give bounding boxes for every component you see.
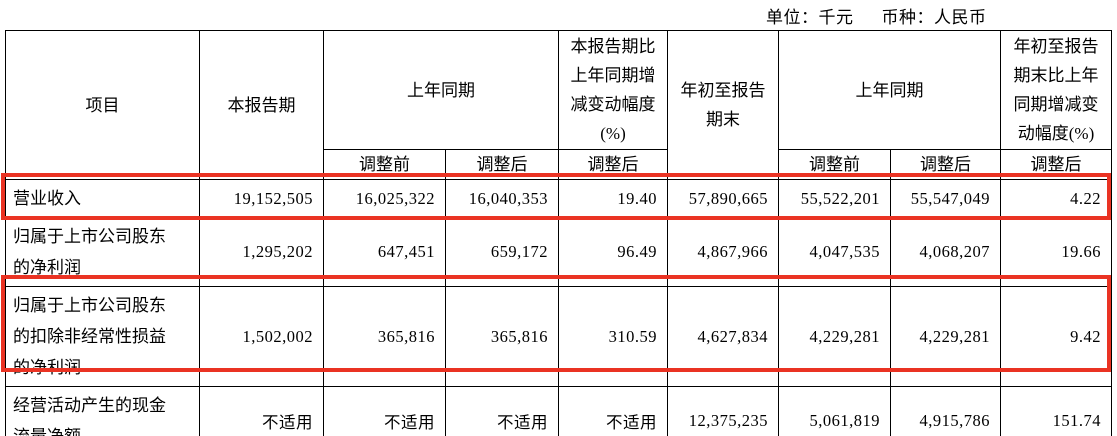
header-ytd: 年初至报告期末 bbox=[667, 30, 779, 180]
cell-ytd: 12,375,235 bbox=[667, 386, 779, 436]
cell-prior-before: 647,451 bbox=[323, 217, 446, 287]
item-label: 营业收入 bbox=[5, 179, 200, 218]
cell-prior-after: 365,816 bbox=[445, 286, 559, 387]
table-row-net-profit-excl-nonrecurring: 归属于上市公司股东的扣除非经常性损益的净利润 1,502,002 365,816… bbox=[5, 286, 1112, 387]
item-label: 经营活动产生的现金流量净额 bbox=[5, 386, 200, 436]
cell-ytd-change: 19.66 bbox=[1000, 217, 1112, 287]
table-row-operating-cash-flow: 经营活动产生的现金流量净额 不适用 不适用 不适用 不适用 12,375,235… bbox=[5, 386, 1112, 436]
cell-current-period: 1,295,202 bbox=[199, 217, 324, 287]
subheader-before-adjust: 调整前 bbox=[778, 149, 891, 180]
cell-ytd-prior-after: 4,915,786 bbox=[890, 386, 1001, 436]
subheader-after-adjust: 调整后 bbox=[1000, 149, 1112, 180]
cell-prior-before: 不适用 bbox=[323, 386, 446, 436]
cell-current-period: 19,152,505 bbox=[199, 179, 324, 218]
currency-label: 币种：人民币 bbox=[881, 8, 987, 27]
header-item: 项目 bbox=[5, 30, 200, 180]
item-label: 归属于上市公司股东的扣除非经常性损益的净利润 bbox=[5, 286, 200, 387]
cell-ytd-change: 9.42 bbox=[1000, 286, 1112, 387]
cell-prior-after: 不适用 bbox=[445, 386, 559, 436]
subheader-after-adjust: 调整后 bbox=[890, 149, 1001, 180]
cell-ytd-change: 151.74 bbox=[1000, 386, 1112, 436]
cell-ytd-prior-before: 4,047,535 bbox=[778, 217, 891, 287]
header-period-change-pct: 本报告期比上年同期增减变动幅度(%) bbox=[558, 30, 668, 150]
unit-currency-note: 单位：千元 币种：人民币 bbox=[766, 3, 987, 28]
cell-ytd: 57,890,665 bbox=[667, 179, 779, 218]
header-prior-year-period: 上年同期 bbox=[323, 30, 559, 150]
financial-summary-table: 项目 本报告期 上年同期 本报告期比上年同期增减变动幅度(%) 年初至报告期末 … bbox=[5, 30, 1112, 436]
cell-ytd-prior-after: 4,229,281 bbox=[890, 286, 1001, 387]
unit-label: 单位：千元 bbox=[766, 8, 854, 27]
table-row-net-profit: 归属于上市公司股东的净利润 1,295,202 647,451 659,172 … bbox=[5, 217, 1112, 287]
cell-ytd-change: 4.22 bbox=[1000, 179, 1112, 218]
cell-prior-after: 659,172 bbox=[445, 217, 559, 287]
cell-period-change: 不适用 bbox=[558, 386, 668, 436]
cell-prior-before: 365,816 bbox=[323, 286, 446, 387]
header-current-period: 本报告期 bbox=[199, 30, 324, 180]
cell-ytd: 4,627,834 bbox=[667, 286, 779, 387]
header-row-main: 项目 本报告期 上年同期 本报告期比上年同期增减变动幅度(%) 年初至报告期末 … bbox=[5, 30, 1112, 180]
cell-prior-before: 16,025,322 bbox=[323, 179, 446, 218]
header-prior-year-ytd: 上年同期 bbox=[778, 30, 1001, 150]
cell-ytd-prior-after: 4,068,207 bbox=[890, 217, 1001, 287]
cell-period-change: 96.49 bbox=[558, 217, 668, 287]
cell-ytd-prior-before: 55,522,201 bbox=[778, 179, 891, 218]
cell-period-change: 310.59 bbox=[558, 286, 668, 387]
cell-current-period: 不适用 bbox=[199, 386, 324, 436]
header-ytd-change-pct: 年初至报告期末比上年同期增减变动幅度(%) bbox=[1000, 30, 1112, 150]
cell-current-period: 1,502,002 bbox=[199, 286, 324, 387]
cell-ytd-prior-before: 4,229,281 bbox=[778, 286, 891, 387]
cell-ytd: 4,867,966 bbox=[667, 217, 779, 287]
subheader-before-adjust: 调整前 bbox=[323, 149, 446, 180]
cell-ytd-prior-after: 55,547,049 bbox=[890, 179, 1001, 218]
table-row-operating-revenue: 营业收入 19,152,505 16,025,322 16,040,353 19… bbox=[5, 179, 1112, 218]
cell-prior-after: 16,040,353 bbox=[445, 179, 559, 218]
cell-ytd-prior-before: 5,061,819 bbox=[778, 386, 891, 436]
cell-period-change: 19.40 bbox=[558, 179, 668, 218]
item-label: 归属于上市公司股东的净利润 bbox=[5, 217, 200, 287]
subheader-after-adjust: 调整后 bbox=[558, 149, 668, 180]
subheader-after-adjust: 调整后 bbox=[445, 149, 559, 180]
